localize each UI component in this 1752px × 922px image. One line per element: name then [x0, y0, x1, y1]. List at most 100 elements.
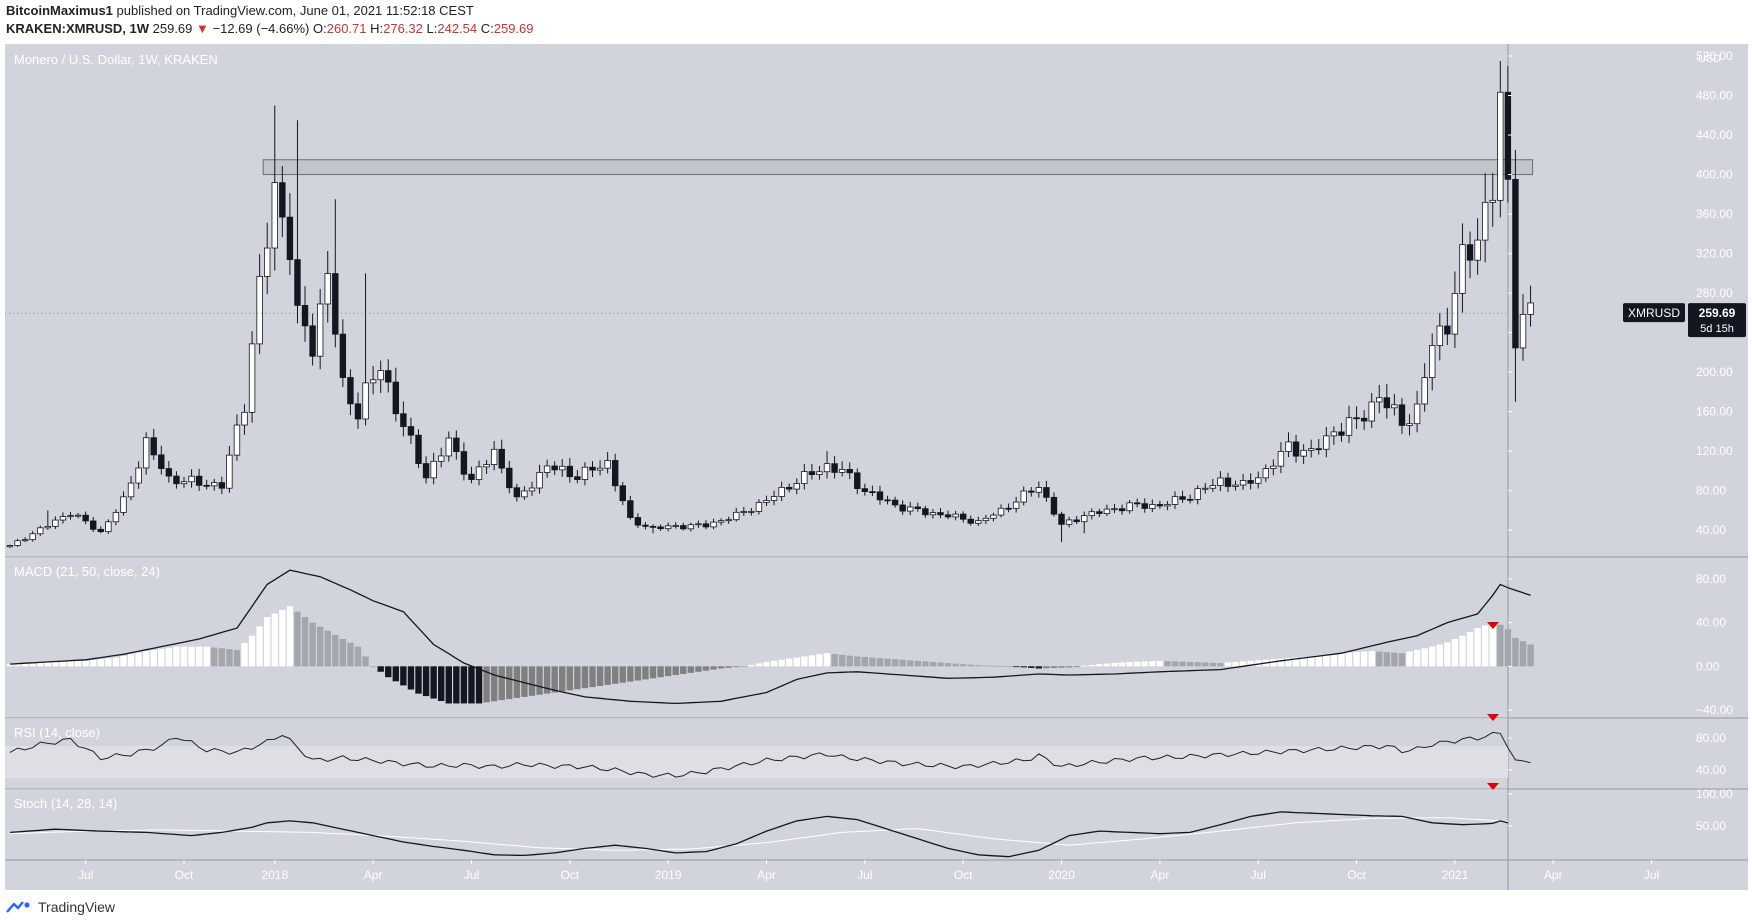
- candle[interactable]: [1224, 472, 1232, 493]
- candle[interactable]: [1118, 504, 1126, 515]
- stoch-d-line[interactable]: [9, 817, 1531, 851]
- candle[interactable]: [581, 462, 589, 486]
- author-name[interactable]: BitcoinMaximus1: [6, 3, 113, 18]
- candle[interactable]: [498, 439, 505, 474]
- candle[interactable]: [801, 463, 808, 490]
- candle[interactable]: [1164, 501, 1171, 511]
- candle[interactable]: [1043, 480, 1050, 502]
- candle[interactable]: [755, 499, 763, 515]
- candle[interactable]: [1360, 410, 1368, 430]
- candle[interactable]: [1398, 398, 1406, 434]
- candle[interactable]: [596, 460, 604, 476]
- candle[interactable]: [248, 331, 256, 423]
- candle[interactable]: [664, 522, 672, 532]
- candle[interactable]: [748, 507, 755, 516]
- candle[interactable]: [1512, 150, 1519, 402]
- candle[interactable]: [740, 507, 748, 516]
- candle[interactable]: [1073, 516, 1080, 525]
- candle[interactable]: [1081, 511, 1088, 534]
- candle[interactable]: [1315, 439, 1322, 455]
- candle[interactable]: [861, 483, 869, 496]
- candle[interactable]: [256, 254, 263, 354]
- candle[interactable]: [165, 461, 173, 483]
- candle[interactable]: [468, 466, 475, 484]
- resistance-zone[interactable]: [262, 159, 1534, 176]
- candle[interactable]: [422, 456, 430, 484]
- candle[interactable]: [574, 470, 581, 484]
- candle[interactable]: [589, 461, 596, 478]
- candle[interactable]: [982, 514, 990, 525]
- candle[interactable]: [324, 251, 331, 323]
- candle[interactable]: [52, 516, 59, 529]
- symbol-tag[interactable]: [1623, 303, 1685, 323]
- candle[interactable]: [1111, 503, 1118, 514]
- candle[interactable]: [1451, 271, 1459, 348]
- candle[interactable]: [695, 520, 702, 528]
- candle[interactable]: [1444, 307, 1451, 346]
- candle[interactable]: [1232, 480, 1239, 491]
- candle[interactable]: [150, 428, 157, 461]
- candle[interactable]: [680, 522, 687, 531]
- candle[interactable]: [937, 508, 944, 519]
- candle[interactable]: [1300, 444, 1307, 465]
- candle[interactable]: [1277, 442, 1285, 474]
- candle[interactable]: [1171, 491, 1179, 509]
- candle[interactable]: [218, 476, 226, 494]
- candle[interactable]: [430, 452, 437, 485]
- candle[interactable]: [21, 537, 29, 543]
- candle[interactable]: [407, 417, 415, 444]
- candle[interactable]: [559, 459, 566, 477]
- candle[interactable]: [1519, 294, 1527, 361]
- candle[interactable]: [1323, 426, 1330, 458]
- candle[interactable]: [1247, 473, 1254, 490]
- candle[interactable]: [528, 481, 536, 496]
- candle[interactable]: [483, 459, 490, 475]
- candle[interactable]: [301, 286, 309, 342]
- candle[interactable]: [1035, 481, 1043, 498]
- candle[interactable]: [1429, 333, 1436, 391]
- candle[interactable]: [1474, 218, 1481, 275]
- candle[interactable]: [279, 166, 286, 238]
- candle[interactable]: [959, 511, 967, 523]
- candle[interactable]: [997, 504, 1005, 518]
- candle[interactable]: [521, 486, 528, 500]
- candle[interactable]: [1436, 312, 1443, 361]
- candle[interactable]: [309, 313, 316, 366]
- candle[interactable]: [1065, 516, 1073, 528]
- candle[interactable]: [1239, 473, 1247, 490]
- candle[interactable]: [14, 538, 21, 547]
- candle[interactable]: [778, 481, 785, 502]
- candle[interactable]: [1156, 500, 1164, 509]
- candle[interactable]: [385, 359, 392, 393]
- candle[interactable]: [332, 199, 339, 348]
- candle[interactable]: [180, 476, 188, 488]
- candle[interactable]: [1028, 487, 1035, 497]
- candle[interactable]: [763, 495, 770, 506]
- candle[interactable]: [392, 367, 400, 422]
- candle[interactable]: [82, 511, 89, 525]
- candle[interactable]: [513, 483, 521, 502]
- candle[interactable]: [952, 510, 959, 521]
- candle[interactable]: [944, 510, 952, 520]
- candle[interactable]: [1255, 471, 1262, 489]
- candle[interactable]: [1270, 459, 1277, 476]
- candle[interactable]: [1012, 496, 1020, 513]
- candle[interactable]: [1126, 499, 1133, 514]
- candle[interactable]: [1338, 422, 1345, 442]
- candle[interactable]: [415, 429, 422, 469]
- candle[interactable]: [1209, 478, 1217, 492]
- candle[interactable]: [203, 479, 210, 490]
- candle[interactable]: [702, 520, 710, 530]
- candle[interactable]: [226, 446, 233, 493]
- candle[interactable]: [785, 483, 793, 493]
- candle[interactable]: [438, 447, 445, 468]
- candle[interactable]: [211, 478, 218, 491]
- candle[interactable]: [922, 505, 929, 518]
- candle[interactable]: [1413, 390, 1421, 433]
- candle[interactable]: [566, 457, 574, 483]
- candle[interactable]: [59, 512, 67, 524]
- candle[interactable]: [1489, 172, 1496, 227]
- candle[interactable]: [127, 476, 135, 501]
- candle[interactable]: [543, 459, 551, 478]
- candle[interactable]: [657, 524, 664, 531]
